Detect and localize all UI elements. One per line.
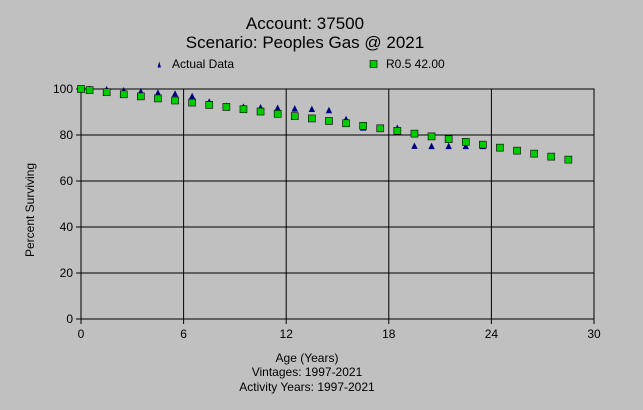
data-point-actual [188, 92, 196, 100]
x-tick-label: 18 [382, 327, 396, 341]
data-point-r05-42 [564, 155, 573, 164]
plot-area [80, 88, 595, 320]
data-point-r05-42 [496, 143, 504, 152]
data-point-actual [274, 104, 281, 111]
footnote-activity-years: Activity Years: 1997-2021 [239, 380, 375, 394]
y-axis-label: Percent Surviving [23, 163, 37, 257]
data-point-actual [308, 105, 316, 113]
data-point-r05-42 [137, 92, 145, 101]
data-point-r05-42 [410, 129, 419, 138]
data-point-r05-42 [222, 103, 231, 111]
data-point-actual [428, 142, 435, 150]
data-point-r05-42 [77, 85, 85, 93]
data-point-actual [291, 105, 298, 112]
chart-title: Account: 37500 [246, 14, 364, 33]
data-point-r05-42 [188, 98, 196, 107]
data-point-r05-42 [119, 90, 128, 99]
y-tick-label: 60 [60, 174, 74, 188]
data-point-r05-42 [102, 88, 111, 97]
data-point-r05-42 [308, 114, 316, 123]
data-point-r05-42 [376, 124, 385, 133]
data-point-actual [445, 142, 452, 150]
legend-label-r05-42: R0.5 42.00 [386, 57, 445, 71]
x-tick-label: 6 [180, 327, 187, 341]
series-r05-42 [77, 85, 573, 164]
data-point-r05-42 [342, 119, 350, 128]
data-point-r05-42 [513, 146, 521, 155]
data-point-r05-42 [325, 117, 333, 125]
legend-marker-r05-42 [369, 60, 378, 68]
axis-ticks: 0 6 12 18 24 30 0 20 40 60 80 100 [53, 82, 601, 341]
x-tick-label: 12 [280, 327, 294, 341]
data-point-r05-42 [530, 149, 538, 158]
data-point-r05-42 [444, 135, 453, 143]
footnote-vintages: Vintages: 1997-2021 [252, 365, 363, 379]
data-point-r05-42 [205, 101, 214, 109]
x-tick-label: 30 [587, 327, 601, 341]
y-tick-label: 100 [53, 82, 73, 96]
data-point-r05-42 [154, 94, 162, 103]
data-point-r05-42 [479, 140, 487, 149]
data-point-r05-42 [171, 96, 179, 105]
chart-subtitle: Scenario: Peoples Gas @ 2021 [186, 33, 424, 52]
data-point-actual [154, 89, 162, 96]
data-point-actual [462, 142, 469, 150]
x-axis-label: Age (Years) [276, 351, 339, 365]
data-point-actual [325, 106, 333, 114]
data-point-r05-42 [461, 138, 470, 146]
data-point-r05-42 [273, 110, 282, 118]
data-point-actual [411, 142, 418, 149]
data-point-r05-42 [359, 122, 367, 130]
legend-marker-actual-data [157, 61, 161, 68]
data-point-actual [171, 90, 179, 97]
data-point-r05-42 [239, 105, 248, 114]
legend: Actual Data R0.5 42.00 [157, 57, 445, 71]
legend-label-actual-data: Actual Data [172, 57, 234, 71]
y-tick-label: 0 [66, 312, 73, 326]
x-tick-label: 0 [78, 327, 85, 341]
y-tick-label: 20 [60, 266, 74, 280]
data-point-r05-42 [256, 107, 265, 116]
gridlines [81, 89, 594, 319]
data-point-r05-42 [547, 152, 556, 161]
data-point-r05-42 [427, 132, 436, 141]
data-point-r05-42 [85, 86, 94, 94]
data-point-r05-42 [290, 112, 299, 120]
y-tick-label: 40 [60, 220, 74, 234]
data-point-r05-42 [393, 127, 402, 135]
y-tick-label: 80 [60, 128, 74, 142]
x-tick-label: 24 [485, 327, 499, 341]
